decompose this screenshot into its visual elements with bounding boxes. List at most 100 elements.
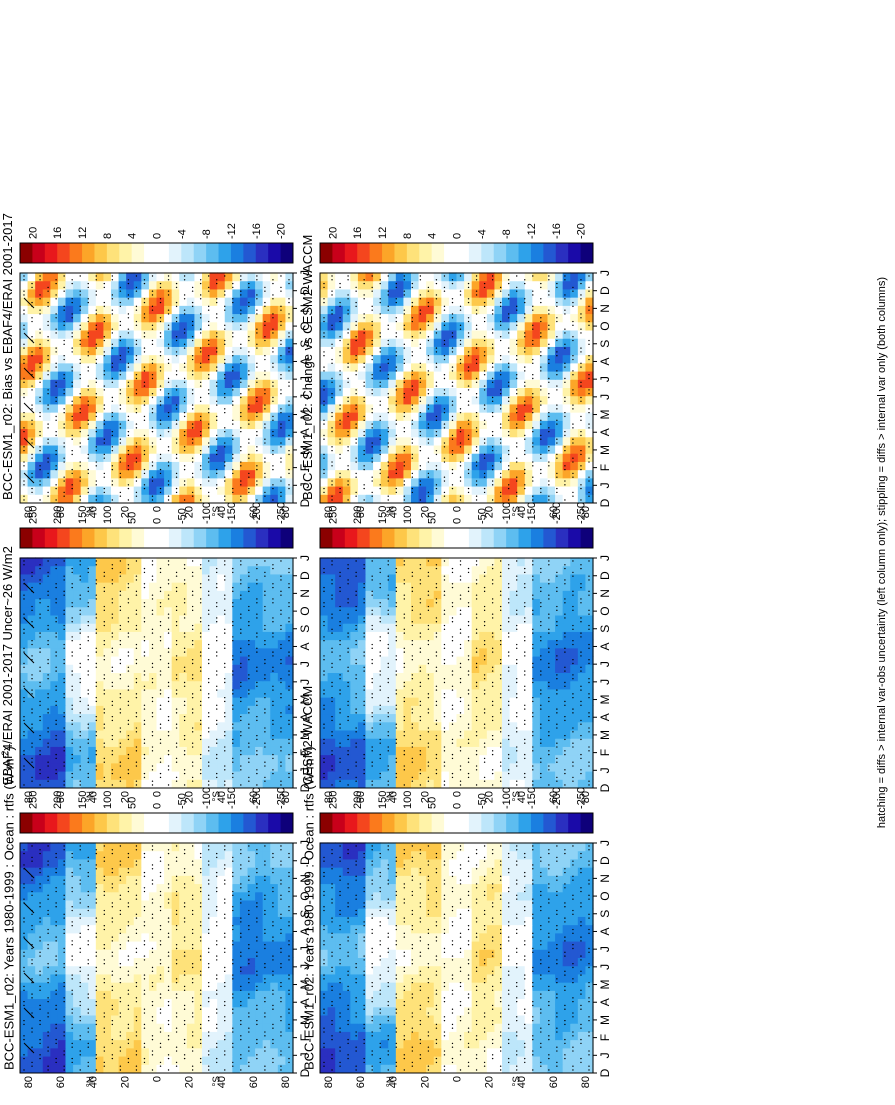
heatmap-cell <box>179 965 188 975</box>
heatmap-cell <box>88 1014 97 1024</box>
heatmap-cell <box>111 949 120 958</box>
heatmap-cell <box>111 982 120 991</box>
heatmap-cell <box>285 940 294 950</box>
stipple-dot <box>119 845 122 847</box>
stipple-dot <box>411 890 414 893</box>
heatmap-cell <box>194 842 203 852</box>
stipple-dot <box>127 906 130 908</box>
stipple-dot <box>159 1042 162 1045</box>
stipple-dot <box>87 928 89 931</box>
heatmap-cell <box>270 850 279 860</box>
heatmap-cell <box>224 858 233 868</box>
heatmap-cell <box>57 746 67 756</box>
panel-title: EBAF4/ERAI 2001-2017 Uncer~26 W/m2 <box>0 546 15 785</box>
heatmap-cell <box>426 875 435 885</box>
heatmap-cell <box>388 982 397 991</box>
stipple-dot <box>87 1012 89 1014</box>
stipple-dot <box>151 1038 154 1041</box>
stipple-dot <box>524 856 526 859</box>
heatmap-cell <box>156 697 165 706</box>
heatmap-cell <box>65 631 74 641</box>
stipple-dot <box>111 1054 114 1056</box>
heatmap-cell <box>80 1047 89 1057</box>
heatmap-cell <box>35 762 44 772</box>
colorbar-swatch <box>57 813 71 833</box>
stipple-dot <box>475 1000 478 1003</box>
heatmap-cell <box>494 842 503 852</box>
stipple-dot <box>403 1004 406 1007</box>
heatmap-cell <box>186 598 196 608</box>
stipple-dot <box>95 1069 97 1071</box>
heatmap-cell <box>433 990 442 1000</box>
heatmap-cell <box>141 672 150 682</box>
stipple-dot <box>532 902 534 904</box>
stipple-dot <box>483 845 486 847</box>
heatmap-cell <box>133 842 142 852</box>
heatmap-cell <box>171 680 180 690</box>
heatmap-cell <box>441 965 450 975</box>
heatmap-cell <box>464 940 473 950</box>
heatmap-cell <box>126 672 135 682</box>
heatmap-cell <box>88 770 97 780</box>
heatmap-cell <box>42 998 51 1008</box>
stipple-dot <box>280 981 282 984</box>
stipple-dot <box>135 1016 138 1018</box>
heatmap-cell <box>262 582 271 591</box>
heatmap-cell <box>479 940 488 950</box>
heatmap-cell <box>373 899 382 909</box>
heatmap-cell <box>395 940 405 950</box>
stipple-dot <box>556 890 558 893</box>
heatmap-cell <box>80 639 89 649</box>
heatmap-cell <box>179 573 188 583</box>
heatmap-cell <box>479 1023 488 1032</box>
heatmap-cell <box>133 1031 142 1041</box>
heatmap-cell <box>585 1023 594 1032</box>
stipple-dot <box>331 864 333 866</box>
heatmap-cell <box>42 754 51 764</box>
stipple-dot <box>403 852 406 855</box>
heatmap-cell <box>320 957 329 967</box>
stipple-dot <box>355 898 357 900</box>
heatmap-cell <box>27 614 36 624</box>
heatmap-cell <box>141 598 150 608</box>
heatmap-cell <box>285 754 294 764</box>
stipple-dot <box>540 890 542 893</box>
heatmap-cell <box>562 916 571 926</box>
stipple-dot <box>443 981 446 984</box>
stipple-dot <box>331 1057 333 1060</box>
stipple-dot <box>548 852 550 855</box>
heatmap-cell <box>320 1047 329 1057</box>
heatmap-cell <box>433 973 442 983</box>
heatmap-cell <box>232 565 241 575</box>
heatmap-cell <box>171 664 180 673</box>
heatmap-cell <box>111 1023 120 1032</box>
latitude-label: 0 <box>152 1076 164 1082</box>
heatmap-cell <box>532 1014 541 1024</box>
heatmap-cell <box>194 606 203 616</box>
stipple-dot <box>47 962 49 965</box>
heatmap-cell <box>111 924 120 934</box>
heatmap-cell <box>585 891 594 901</box>
stipple-dot <box>175 947 178 950</box>
colorbar-swatch <box>555 813 569 833</box>
heatmap-cell <box>126 1023 135 1032</box>
stipple-dot <box>491 951 494 954</box>
stipple-dot <box>31 925 33 927</box>
heatmap-cell <box>209 754 218 764</box>
heatmap-cell <box>388 883 397 893</box>
heatmap-cell <box>555 891 564 901</box>
heatmap-cell <box>202 1047 211 1057</box>
heatmap-cell <box>202 614 211 624</box>
stipple-dot <box>151 845 154 847</box>
heatmap-cell <box>133 705 142 715</box>
heatmap-cell <box>285 1031 294 1041</box>
heatmap-cell <box>555 998 564 1008</box>
heatmap-cell <box>502 1031 511 1041</box>
stipple-dot <box>427 1000 430 1003</box>
heatmap-cell <box>426 932 435 942</box>
heatmap-cell <box>217 582 226 591</box>
heatmap-cell <box>350 875 359 885</box>
heatmap-cell <box>270 738 279 747</box>
stipple-dot <box>588 1016 590 1018</box>
heatmap-cell <box>570 1014 579 1024</box>
